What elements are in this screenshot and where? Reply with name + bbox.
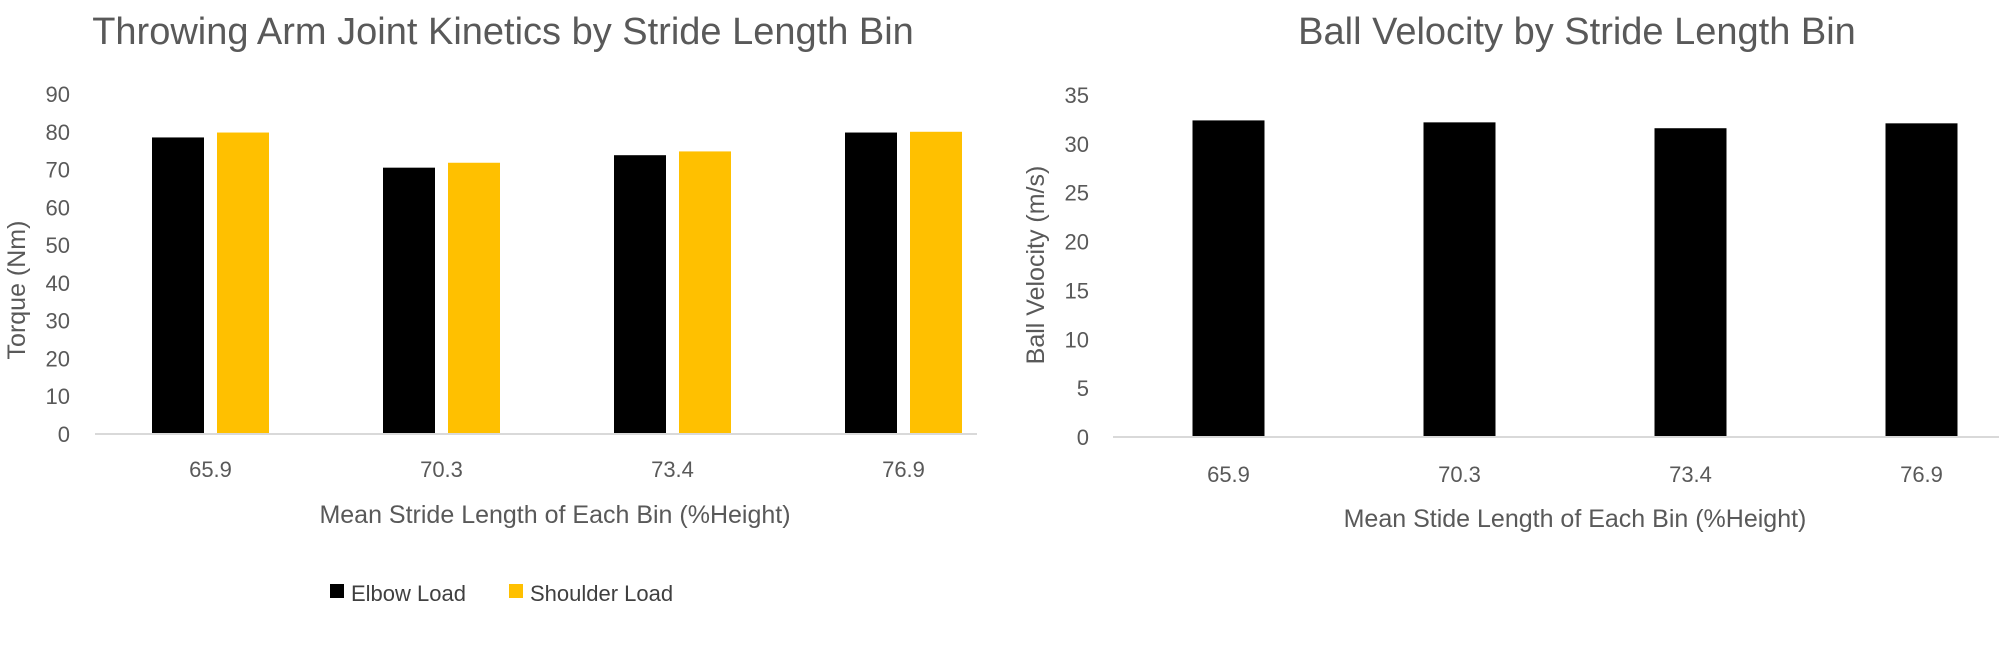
x-tick-label: 73.4 [651, 457, 694, 482]
legend-label-elbow-load: Elbow Load [351, 581, 466, 606]
x-tick-label: 73.4 [1669, 462, 1712, 487]
y-tick-label: 15 [1065, 278, 1089, 303]
y-tick-label: 70 [46, 158, 70, 183]
bar-series [152, 131, 962, 435]
y-tick-label: 25 [1065, 181, 1089, 206]
bar [1192, 120, 1265, 438]
chart-title: Ball Velocity by Stride Length Bin [1298, 11, 1856, 53]
bar [614, 155, 666, 434]
x-tick-label: 76.9 [1900, 462, 1943, 487]
y-tick-label: 80 [46, 120, 70, 145]
legend-label-shoulder-load: Shoulder Load [530, 581, 673, 606]
y-tick-label: 10 [46, 384, 70, 409]
legend-swatch-elbow-load [330, 584, 344, 598]
y-tick-label: 20 [46, 346, 70, 371]
bar [152, 137, 204, 434]
x-tick-label: 70.3 [420, 457, 463, 482]
bar [1885, 123, 1958, 437]
y-axis-title: Ball Velocity (m/s) [1022, 166, 1050, 365]
x-tick-label: 65.9 [189, 457, 232, 482]
y-tick-label: 0 [58, 422, 70, 447]
legend-swatch-shoulder-load [509, 584, 523, 598]
bar [679, 151, 731, 434]
x-axis-title: Mean Stide Length of Each Bin (%Height) [1344, 505, 1807, 533]
x-tick-label: 65.9 [1207, 462, 1250, 487]
bar [845, 132, 897, 435]
ball-velocity-chart: Ball Velocity by Stride Length Bin 0 5 10 1… [1022, 11, 1999, 533]
chart-title: Throwing Arm Joint Kinetics by Stride Le… [92, 11, 914, 53]
y-tick-label: 40 [46, 271, 70, 296]
x-tick-label: 76.9 [882, 457, 925, 482]
bar [448, 162, 500, 434]
x-tick-label: 70.3 [1438, 462, 1481, 487]
y-tick-label: 30 [1065, 132, 1089, 157]
y-tick-label: 5 [1077, 376, 1089, 401]
y-tick-label: 10 [1065, 327, 1089, 352]
y-tick-label: 35 [1065, 83, 1089, 108]
bar [1654, 128, 1727, 438]
y-tick-label: 60 [46, 195, 70, 220]
bar [383, 167, 435, 434]
y-tick-label: 90 [46, 82, 70, 107]
y-tick-label: 30 [46, 309, 70, 334]
y-axis-ticks: 0 5 10 15 20 25 30 35 [1065, 83, 1089, 450]
joint-kinetics-chart: Throwing Arm Joint Kinetics by Stride Le… [3, 11, 977, 606]
y-tick-label: 0 [1077, 425, 1089, 450]
y-tick-label: 20 [1065, 230, 1089, 255]
y-tick-label: 50 [46, 233, 70, 258]
y-axis-ticks: 0 10 20 30 40 50 60 70 80 90 [46, 82, 70, 447]
bar-series [1192, 120, 1958, 438]
bar [1423, 122, 1496, 438]
bar [217, 132, 269, 435]
x-axis-title: Mean Stride Length of Each Bin (%Height) [319, 501, 790, 529]
x-axis-ticks: 65.9 70.3 73.4 76.9 [189, 457, 925, 482]
bar [910, 131, 962, 434]
x-axis-ticks: 65.9 70.3 73.4 76.9 [1207, 462, 1943, 487]
y-axis-title: Torque (Nm) [3, 221, 31, 360]
legend: Elbow Load Shoulder Load [330, 581, 673, 606]
